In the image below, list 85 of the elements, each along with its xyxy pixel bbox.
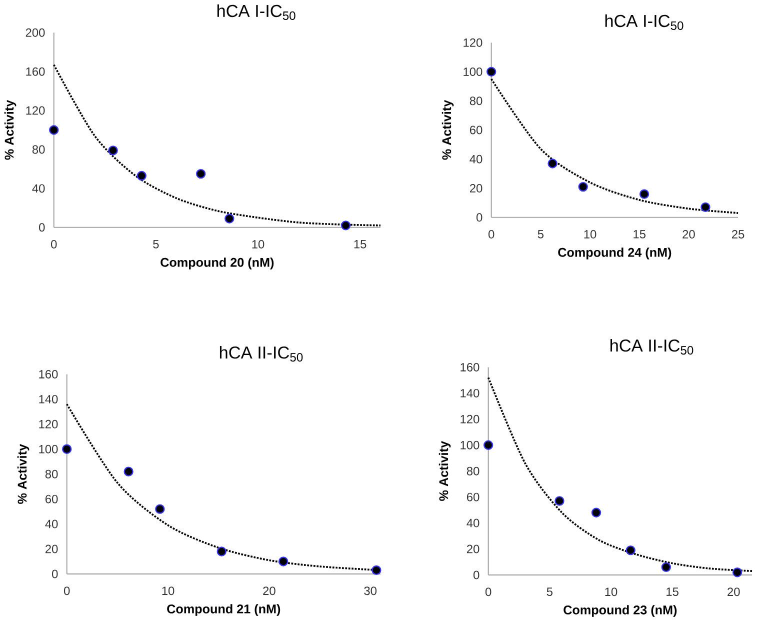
y-tick-label: 200 bbox=[26, 28, 45, 37]
x-tick-label: 15 bbox=[666, 588, 678, 596]
chart-title: hCA II-IC$_{50}$ bbox=[220, 346, 303, 362]
y-axis-title: % Activity bbox=[442, 100, 454, 160]
x-tick-label: 5 bbox=[546, 588, 552, 596]
point bbox=[136, 170, 146, 181]
x-tick-label: 0 bbox=[485, 588, 492, 596]
point bbox=[372, 565, 382, 576]
chart-title: hCA I-IC$_{50}$ bbox=[605, 14, 684, 30]
x-tick-label: 0 bbox=[488, 230, 494, 239]
y-tick-label: 80 bbox=[466, 466, 480, 476]
y-tick-label: 40 bbox=[470, 154, 482, 164]
point bbox=[548, 158, 558, 168]
x-axis-title: Compound 23 (nM) bbox=[564, 605, 677, 617]
y-tick-label: 80 bbox=[45, 470, 58, 478]
y-axis-title: % Activity bbox=[17, 444, 30, 504]
y-tick-label: 60 bbox=[466, 492, 480, 502]
point bbox=[639, 189, 650, 199]
y-tick-label: 120 bbox=[464, 38, 482, 47]
y-tick-label: 60 bbox=[46, 494, 58, 504]
y-tick-label: 20 bbox=[466, 544, 480, 554]
y-tick-label: 140 bbox=[39, 394, 58, 404]
point bbox=[484, 440, 494, 450]
point bbox=[486, 66, 496, 77]
y-tick-label: 0 bbox=[476, 213, 482, 222]
chart-title: hCA II-IC$_{50}$ bbox=[610, 339, 694, 355]
y-axis-title: % Activity bbox=[438, 441, 451, 501]
point bbox=[278, 556, 288, 566]
y-tick-label: 80 bbox=[470, 96, 482, 106]
point bbox=[216, 546, 226, 556]
y-tick-label: 160 bbox=[26, 67, 45, 76]
y-tick-label: 0 bbox=[473, 570, 480, 580]
x-tick-label: 20 bbox=[263, 586, 276, 596]
point bbox=[554, 496, 564, 506]
y-tick-label: 120 bbox=[39, 420, 58, 428]
x-tick-label: 25 bbox=[732, 230, 744, 239]
point bbox=[661, 562, 672, 572]
y-tick-label: 40 bbox=[45, 520, 58, 528]
y-tick-label: 0 bbox=[39, 223, 45, 232]
x-tick-label: 10 bbox=[605, 588, 618, 596]
x-axis-title: Compound 20 (nM) bbox=[160, 258, 274, 270]
point bbox=[578, 182, 588, 192]
point bbox=[108, 146, 118, 156]
x-tick-label: 0 bbox=[64, 586, 70, 596]
point bbox=[124, 466, 134, 476]
line-series bbox=[490, 78, 739, 214]
point bbox=[732, 568, 742, 578]
y-tick-label: 0 bbox=[52, 570, 58, 578]
x-tick-label: 10 bbox=[162, 586, 174, 596]
x-tick-label: 15 bbox=[634, 230, 646, 238]
x-tick-label: 15 bbox=[354, 240, 366, 248]
y-tick-label: 160 bbox=[460, 363, 480, 372]
y-axis-title: % Activity bbox=[4, 100, 16, 160]
y-tick-label: 40 bbox=[466, 518, 480, 528]
point bbox=[155, 504, 165, 514]
x-tick-label: 10 bbox=[584, 230, 596, 239]
point bbox=[700, 202, 710, 212]
y-tick-label: 140 bbox=[460, 388, 480, 398]
x-tick-label: 5 bbox=[153, 240, 159, 248]
y-tick-label: 20 bbox=[46, 544, 58, 554]
point bbox=[626, 545, 636, 556]
y-tick-label: 20 bbox=[470, 184, 482, 193]
x-tick-label: 30 bbox=[364, 586, 377, 596]
point bbox=[340, 220, 351, 230]
x-tick-label: 20 bbox=[728, 588, 740, 596]
chart-title: hCA I-IC$_{50}$ bbox=[217, 4, 296, 20]
point bbox=[591, 508, 602, 518]
point bbox=[62, 444, 72, 454]
x-tick-label: 10 bbox=[252, 240, 264, 249]
y-tick-label: 120 bbox=[26, 106, 45, 115]
point bbox=[196, 169, 206, 179]
x-tick-label: 20 bbox=[682, 230, 695, 239]
point bbox=[224, 214, 234, 224]
y-tick-label: 100 bbox=[460, 440, 480, 450]
x-tick-label: 5 bbox=[538, 230, 544, 238]
x-axis-title: Compound 21 (nM) bbox=[167, 604, 280, 616]
y-tick-label: 80 bbox=[32, 145, 45, 154]
y-tick-label: 100 bbox=[39, 444, 58, 454]
x-axis-title: Compound 24 (nM) bbox=[558, 248, 672, 260]
point bbox=[49, 125, 59, 135]
y-tick-label: 60 bbox=[470, 126, 482, 134]
y-tick-label: 160 bbox=[39, 370, 58, 378]
y-tick-label: 40 bbox=[32, 184, 45, 193]
y-tick-label: 120 bbox=[460, 414, 480, 424]
y-tick-label: 100 bbox=[464, 68, 482, 76]
